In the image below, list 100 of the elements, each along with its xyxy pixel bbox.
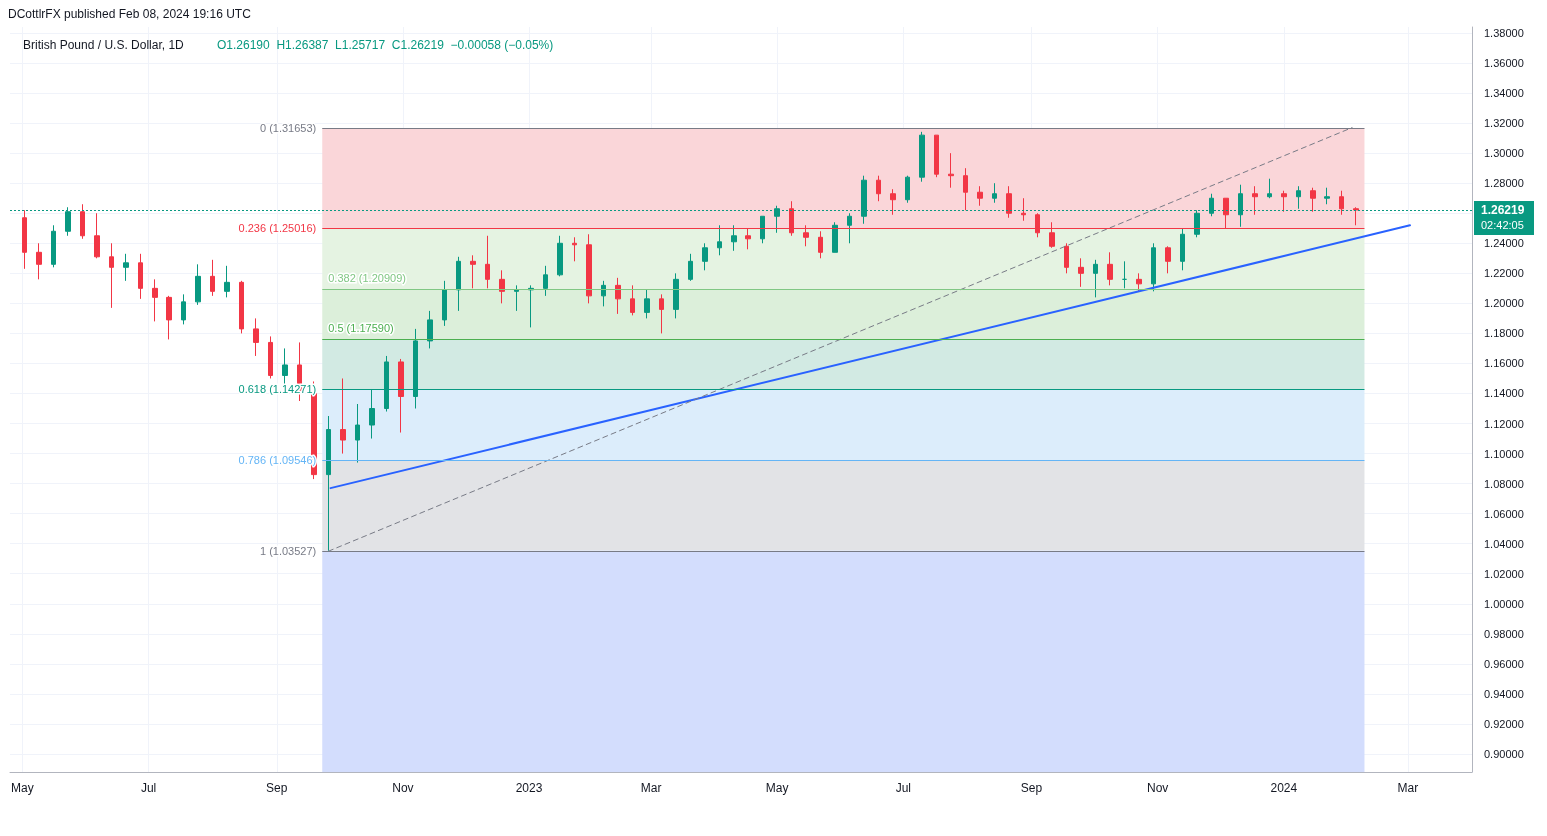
x-tick-label: Mar bbox=[640, 781, 662, 795]
candlestick bbox=[427, 310, 433, 349]
candlestick bbox=[355, 403, 360, 464]
candlestick bbox=[94, 212, 100, 259]
candlestick bbox=[601, 280, 606, 307]
candlestick bbox=[644, 289, 650, 319]
x-tick-label: Nov bbox=[392, 781, 414, 795]
candlestick bbox=[1353, 206, 1359, 226]
candlestick bbox=[977, 185, 983, 207]
candlestick bbox=[340, 377, 346, 455]
ref-line-label: 1.26219 bbox=[1481, 202, 1525, 217]
y-tick-label: 0.98000 bbox=[1484, 627, 1524, 640]
y-tick-label: 1.00000 bbox=[1484, 597, 1524, 610]
candlestick bbox=[890, 188, 896, 216]
candlestick bbox=[1107, 251, 1113, 286]
candlestick bbox=[673, 272, 679, 319]
candlestick bbox=[717, 224, 722, 256]
candlestick bbox=[528, 284, 534, 328]
candlestick bbox=[963, 167, 968, 211]
candlestick bbox=[22, 209, 27, 270]
candlestick bbox=[832, 221, 838, 253]
candlestick bbox=[1151, 242, 1156, 292]
candlestick bbox=[557, 235, 563, 277]
candlestick bbox=[1006, 185, 1012, 219]
candlestick bbox=[195, 263, 201, 306]
candlestick bbox=[1064, 242, 1069, 274]
candlestick bbox=[36, 242, 42, 280]
candlestick bbox=[702, 242, 708, 271]
candlestick bbox=[485, 235, 490, 289]
candlestick bbox=[615, 277, 621, 315]
candlestick bbox=[1136, 272, 1142, 292]
candlestick bbox=[326, 415, 331, 552]
y-tick-label: 1.06000 bbox=[1484, 507, 1524, 520]
candlestick bbox=[919, 131, 925, 183]
candlestick bbox=[847, 212, 852, 244]
candlestick bbox=[470, 254, 476, 289]
candlestick bbox=[659, 293, 664, 334]
y-tick-label: 1.34000 bbox=[1484, 87, 1524, 100]
candlestick bbox=[152, 278, 158, 322]
candlestick bbox=[109, 242, 114, 309]
candlestick bbox=[630, 284, 635, 316]
candlestick bbox=[1078, 257, 1084, 288]
ref-line-label: 0 (1.31653) bbox=[259, 122, 317, 135]
candlestick bbox=[123, 253, 129, 282]
candlestick bbox=[398, 358, 404, 434]
y-tick-label: 1.14000 bbox=[1484, 387, 1524, 400]
candlestick bbox=[1339, 190, 1344, 216]
x-tick-label: 2024 bbox=[1270, 781, 1298, 795]
ref-line-label: 0.382 (1.20909) bbox=[328, 272, 406, 285]
text: O1.26190 H1.26387 L1.25717 C1.26219 −0.00058 (−0.05%) bbox=[217, 38, 554, 52]
candlestick bbox=[818, 230, 823, 259]
x-tick-label: Jul bbox=[895, 781, 911, 795]
y-tick-label: 0.92000 bbox=[1484, 717, 1524, 730]
x-tick-label: Jul bbox=[140, 781, 157, 795]
candlestick bbox=[543, 265, 548, 297]
y-tick-label: 0.96000 bbox=[1484, 657, 1524, 670]
candlestick bbox=[239, 280, 244, 334]
x-tick-label: Sep bbox=[1020, 781, 1043, 795]
ref-line-label: 0.236 (1.25016) bbox=[238, 222, 317, 235]
candlestick bbox=[1165, 245, 1171, 274]
candlestick bbox=[1021, 197, 1026, 222]
candlestick bbox=[586, 233, 592, 304]
y-tick-label: 1.08000 bbox=[1484, 477, 1524, 490]
y-tick-label: 0.90000 bbox=[1484, 747, 1524, 760]
y-tick-label: 1.02000 bbox=[1484, 567, 1524, 580]
candlestick bbox=[224, 265, 230, 298]
candlestick bbox=[80, 203, 85, 240]
candlestick bbox=[905, 175, 910, 204]
candlestick bbox=[760, 215, 765, 244]
y-tick-label: 1.36000 bbox=[1484, 57, 1524, 70]
candlestick bbox=[1310, 187, 1316, 213]
candlestick bbox=[51, 224, 56, 268]
candlestick bbox=[442, 280, 447, 327]
candlestick bbox=[253, 317, 259, 357]
x-tick-label: Mar bbox=[1397, 781, 1419, 795]
ref-line-label: 0.5 (1.17590) bbox=[328, 322, 394, 335]
y-tick-label: 1.28000 bbox=[1484, 177, 1524, 190]
candlestick bbox=[456, 256, 461, 312]
candlestick bbox=[934, 134, 939, 178]
y-tick-label: 1.04000 bbox=[1484, 537, 1524, 550]
candlestick bbox=[1093, 259, 1098, 298]
candlestick bbox=[138, 253, 143, 300]
y-tick-label: 1.18000 bbox=[1484, 327, 1524, 340]
x-tick-label: Sep bbox=[266, 781, 288, 795]
candlestick bbox=[1267, 178, 1272, 199]
candlestick bbox=[1281, 190, 1287, 213]
y-tick-label: 1.20000 bbox=[1484, 297, 1524, 310]
text: DCottlrFX published Feb 08, 2024 19:16 UTC bbox=[8, 7, 252, 21]
y-tick-label: 1.24000 bbox=[1484, 237, 1524, 250]
text: British Pound / U.S. Dollar, 1D bbox=[23, 38, 185, 52]
y-tick-label: 1.32000 bbox=[1484, 117, 1524, 130]
candlestick bbox=[992, 182, 997, 204]
candlestick bbox=[688, 253, 693, 282]
y-tick-label: 1.10000 bbox=[1484, 447, 1524, 460]
candlestick bbox=[1324, 187, 1330, 205]
candlestick bbox=[268, 335, 273, 379]
y-tick-label: 1.16000 bbox=[1484, 357, 1524, 370]
candlestick bbox=[181, 293, 186, 325]
x-tick-label: May bbox=[11, 781, 34, 795]
candlestick bbox=[1180, 227, 1185, 271]
